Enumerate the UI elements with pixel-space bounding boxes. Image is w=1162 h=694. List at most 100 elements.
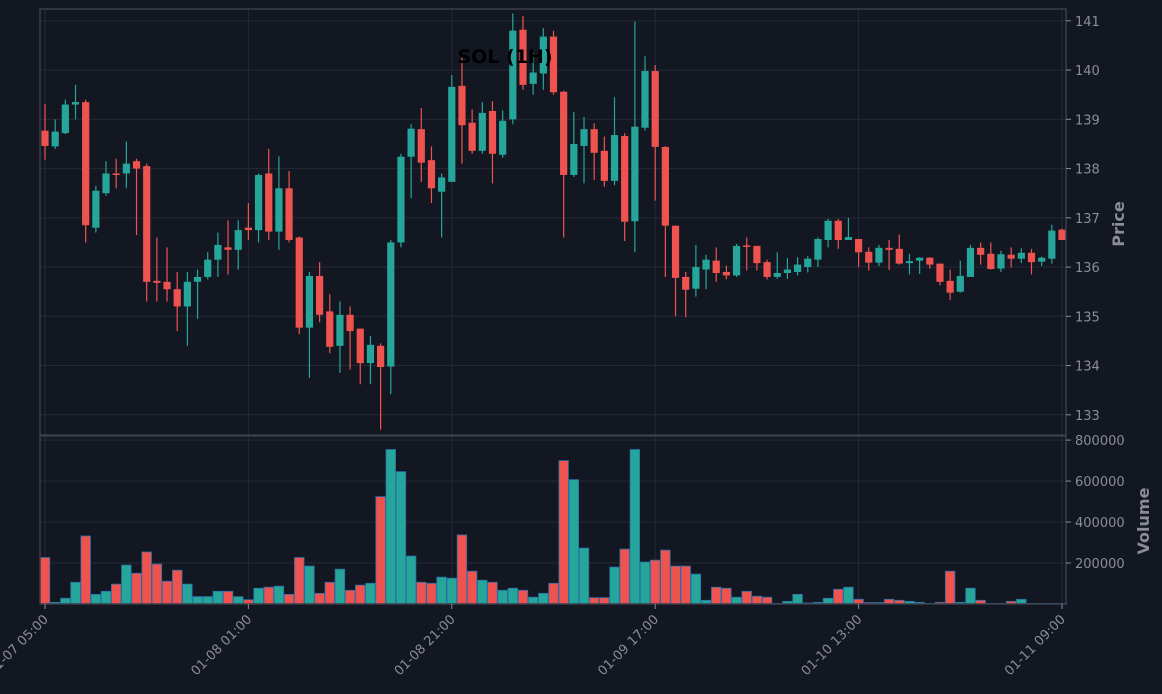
volume-tick-label: 400000 xyxy=(1075,516,1125,531)
volume-bar xyxy=(212,590,224,605)
candle-body-up xyxy=(773,272,781,277)
volume-bar xyxy=(202,596,213,605)
volume-bar xyxy=(60,597,71,605)
volume-bar xyxy=(151,563,163,605)
volume-bar xyxy=(172,569,183,605)
candle-body-up xyxy=(814,238,822,260)
candle-body-up xyxy=(336,314,344,346)
volume-bar xyxy=(588,597,600,605)
volume-bar xyxy=(263,586,274,605)
candle-body-down xyxy=(132,161,141,169)
candle-body-down xyxy=(346,314,354,332)
candle-body-up xyxy=(366,344,375,364)
volume-bar xyxy=(121,564,132,605)
candle-body-down xyxy=(427,160,436,189)
candle-body-up xyxy=(956,275,964,292)
candle-body-up xyxy=(804,258,812,268)
candle-body-up xyxy=(692,267,700,289)
candle-body-down xyxy=(621,136,629,222)
time-axis: 01-07 05:00 01-08 01:00 01-08 21:00 01-09 1… xyxy=(0,604,1069,679)
candle-body-up xyxy=(499,120,507,155)
candle-body-down xyxy=(163,281,171,290)
candle-body-down xyxy=(112,173,120,175)
volume-bar xyxy=(538,592,549,605)
chart-title: SOL (1H) xyxy=(457,46,552,68)
volume-bar xyxy=(304,565,315,605)
candle-body-up xyxy=(783,269,792,273)
candle-body-down xyxy=(285,188,293,240)
candle-body-down xyxy=(41,130,49,146)
time-tick-label: 01-10 13:00 xyxy=(799,612,866,679)
candle-body-up xyxy=(732,245,741,276)
volume-bar xyxy=(527,596,539,605)
candle-body-down xyxy=(651,71,659,147)
candle-body-down xyxy=(712,260,720,273)
volume-bar xyxy=(365,582,376,605)
candle-body-down xyxy=(295,237,303,328)
volume-bar xyxy=(944,570,956,605)
price-candles xyxy=(41,13,1066,430)
candle-body-down xyxy=(265,173,273,232)
candle-body-up xyxy=(580,129,588,146)
candle-body-down xyxy=(173,289,181,307)
volume-bar xyxy=(355,584,366,605)
candle-body-down xyxy=(600,150,608,181)
volume-bar xyxy=(751,595,763,605)
candle-body-down xyxy=(895,248,903,264)
volume-bar xyxy=(965,587,976,605)
volume-bar xyxy=(385,449,396,605)
volume-bar xyxy=(70,581,81,605)
volume-bar xyxy=(446,577,457,605)
volume-bar xyxy=(578,547,590,605)
volume-bar xyxy=(517,589,529,605)
volume-bar xyxy=(822,597,834,605)
volume-bar xyxy=(507,587,519,605)
candle-body-up xyxy=(905,261,914,264)
price-tick-label: 134 xyxy=(1075,360,1100,375)
volume-bar xyxy=(497,589,508,605)
volume-bar xyxy=(711,586,722,605)
candle-body-down xyxy=(885,247,893,250)
volume-bar xyxy=(273,585,285,605)
candle-body-up xyxy=(997,254,1005,269)
volume-bar xyxy=(619,548,630,605)
candle-body-down xyxy=(377,345,385,368)
volume-bar xyxy=(487,581,498,605)
volume-bar xyxy=(294,557,305,605)
volume-bar xyxy=(192,596,203,605)
candle-body-up xyxy=(509,30,517,120)
candle-body-down xyxy=(1007,254,1015,259)
volume-bar xyxy=(182,583,193,605)
candle-body-down xyxy=(977,247,985,255)
candle-body-up xyxy=(1017,252,1025,259)
candle-body-down xyxy=(153,280,161,283)
candle-body-up xyxy=(793,264,802,272)
volume-bar xyxy=(344,589,356,605)
price-tick-label: 138 xyxy=(1075,163,1100,178)
candle-body-up xyxy=(1048,230,1056,259)
volume-bar xyxy=(792,593,803,605)
candle-body-down xyxy=(488,110,497,154)
volume-panel-frame xyxy=(39,435,1067,605)
candle-body-up xyxy=(702,259,710,270)
candle-body-up xyxy=(193,276,202,282)
volume-bar xyxy=(395,471,407,605)
volume-bar xyxy=(456,534,468,605)
candle-body-down xyxy=(671,225,680,278)
price-axis-label: Price xyxy=(1109,201,1128,247)
candle-body-up xyxy=(641,71,649,128)
volume-bar xyxy=(761,596,773,605)
volume-bar xyxy=(741,590,752,605)
candle-body-up xyxy=(102,173,110,194)
volume-bar xyxy=(111,583,122,605)
volume-axis: 200000 400000 600000 800000 xyxy=(1066,434,1125,572)
candle-body-up xyxy=(478,112,486,151)
volume-bar xyxy=(629,449,641,605)
candle-body-down xyxy=(722,271,730,276)
volume-bar xyxy=(405,555,417,605)
volume-bar xyxy=(639,561,651,605)
candle-body-up xyxy=(305,275,314,328)
candle-body-up xyxy=(916,257,924,261)
candle-body-up xyxy=(529,72,537,84)
candle-body-up xyxy=(844,237,853,240)
